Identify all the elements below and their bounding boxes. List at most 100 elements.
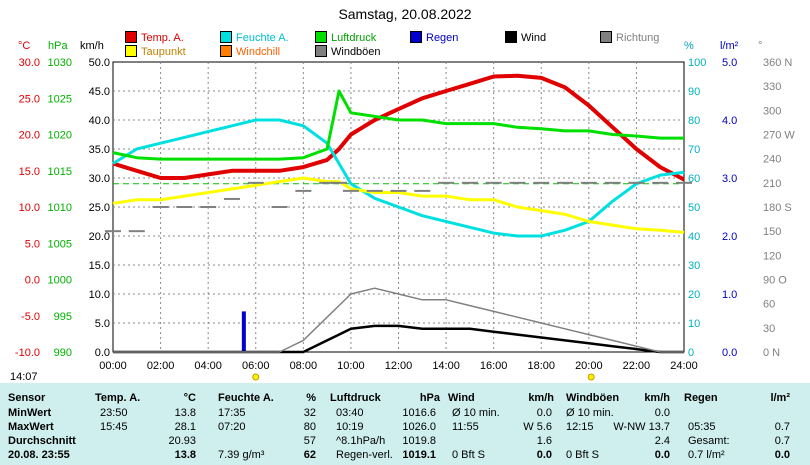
hum-tick-label: 50 <box>688 202 700 214</box>
direction-mark <box>342 189 359 192</box>
legend-label: Luftdruck <box>331 32 377 44</box>
dir-tick-label: 30 <box>763 323 775 335</box>
dir-tick-label: 240 <box>763 154 781 166</box>
stats-cell: 13.8 <box>174 407 196 419</box>
stats-header: l/m² <box>770 392 790 404</box>
stats-cell: 1019.1 <box>402 449 436 461</box>
stats-cell: 0.0 <box>536 449 552 461</box>
press-tick-label: 990 <box>54 347 72 359</box>
stats-cell: 23:50 <box>100 407 128 419</box>
stats-cell: 7.39 g/m³ <box>218 449 265 461</box>
stats-row-label: MaxWert <box>8 421 54 433</box>
stats-row-label: 20.08. 23:55 <box>8 449 70 461</box>
stats-cell: Gesamt: <box>688 435 730 447</box>
stats-header: °C <box>183 392 196 404</box>
direction-mark <box>461 181 478 184</box>
wind-tick-label: 35.0 <box>89 144 110 156</box>
chart-title: Samstag, 20.08.2022 <box>338 6 472 22</box>
stats-cell: 13.8 <box>174 449 196 461</box>
x-tick-label: 08:00 <box>290 360 318 372</box>
rain-unit: l/m² <box>720 40 739 52</box>
temp-tick-label: 0.0 <box>25 275 40 287</box>
stats-cell: 0 Bft S <box>452 449 486 461</box>
legend-item-feuchte-a-: Feuchte A. <box>220 31 289 44</box>
dir-tick-label: 90 O <box>763 275 787 287</box>
rain-tick-label: 4.0 <box>722 115 737 127</box>
stats-cell: 0.7 <box>774 435 790 447</box>
stats-cell: 17:35 <box>218 407 246 419</box>
sunset-marker <box>587 373 595 381</box>
press-tick-label: 1030 <box>48 57 72 69</box>
legend-item-temp-a-: Temp. A. <box>125 31 184 44</box>
legend-label: Wind <box>521 32 547 44</box>
press-tick-label: 1000 <box>48 275 72 287</box>
temp-tick-label: 5.0 <box>25 238 40 250</box>
x-tick-label: 18:00 <box>527 360 555 372</box>
stats-cell: 12:15 <box>566 421 594 433</box>
x-tick-label: 06:00 <box>242 360 270 372</box>
stats-cell: 20.93 <box>168 435 196 447</box>
stats-cell: 0.0 <box>654 449 670 461</box>
stats-cell: 2.4 <box>654 435 670 447</box>
temp-tick-label: -5.0 <box>21 311 40 323</box>
wind-tick-label: 40.0 <box>89 115 110 127</box>
stats-cell: 11:55 <box>452 421 479 433</box>
direction-mark <box>271 206 288 208</box>
dir-unit: ° <box>758 40 763 52</box>
legend-label: Richtung <box>616 32 660 44</box>
stats-cell: 57 <box>303 435 316 447</box>
direction-mark <box>319 181 336 184</box>
stats-row-label: Durchschnitt <box>8 435 76 447</box>
stats-cell: 80 <box>303 421 316 433</box>
stats-cell: Ø 10 min. <box>452 407 500 419</box>
legend-label: Feuchte A. <box>236 32 289 44</box>
direction-mark <box>533 181 550 184</box>
hum-unit: % <box>684 40 694 52</box>
stats-cell: W 5.6 <box>523 421 552 433</box>
x-tick-label: 20:00 <box>575 360 603 372</box>
legend-label: Windböen <box>331 46 381 58</box>
stats-cell: 32 <box>303 407 316 419</box>
direction-mark <box>485 181 502 184</box>
wind-tick-label: 45.0 <box>89 86 110 98</box>
sunrise-time: 14:07 <box>10 371 38 383</box>
rain-tick-label: 1.0 <box>722 289 737 301</box>
dir-tick-label: 270 W <box>763 130 795 142</box>
stats-cell: 1026.0 <box>402 421 436 433</box>
rain-tick-label: 3.0 <box>722 173 737 185</box>
wind-tick-label: 15.0 <box>89 260 110 272</box>
stats-cell: 0.0 <box>774 449 790 461</box>
x-tick-label: 04:00 <box>194 360 222 372</box>
x-tick-label: 12:00 <box>385 360 413 372</box>
direction-mark <box>438 181 455 184</box>
series-line-temp-a- <box>112 73 685 182</box>
direction-mark <box>628 181 645 184</box>
hum-tick-label: 80 <box>688 115 700 127</box>
x-tick-label: 00:00 <box>99 360 127 372</box>
stats-header: Regen <box>684 392 718 404</box>
direction-mark <box>295 189 312 192</box>
stats-cell: 0.0 <box>536 407 552 419</box>
hum-tick-label: 70 <box>688 144 700 156</box>
stats-cell: 0.7 l/m² <box>688 449 725 461</box>
direction-mark <box>414 189 431 192</box>
dir-tick-label: 120 <box>763 250 781 262</box>
x-tick-label: 02:00 <box>147 360 175 372</box>
sunrise-marker <box>252 373 260 381</box>
stats-cell: 0 Bft S <box>566 449 600 461</box>
stats-cell: 62 <box>303 449 316 461</box>
rain-tick-label: 0.0 <box>722 347 737 359</box>
legend-swatch <box>315 45 327 57</box>
stats-cell: 03:40 <box>336 407 364 419</box>
press-tick-label: 1015 <box>48 166 72 178</box>
hum-tick-label: 20 <box>688 289 700 301</box>
rain-bar <box>241 311 246 352</box>
hum-tick-label: 40 <box>688 231 700 243</box>
stats-cell: 1.6 <box>536 435 552 447</box>
temp-tick-label: 15.0 <box>19 166 40 178</box>
direction-mark <box>176 206 193 208</box>
legend-swatch <box>220 45 232 57</box>
legend-item-windchill: Windchill <box>220 45 280 58</box>
direction-mark <box>331 181 348 184</box>
dir-tick-label: 360 N <box>763 57 792 69</box>
